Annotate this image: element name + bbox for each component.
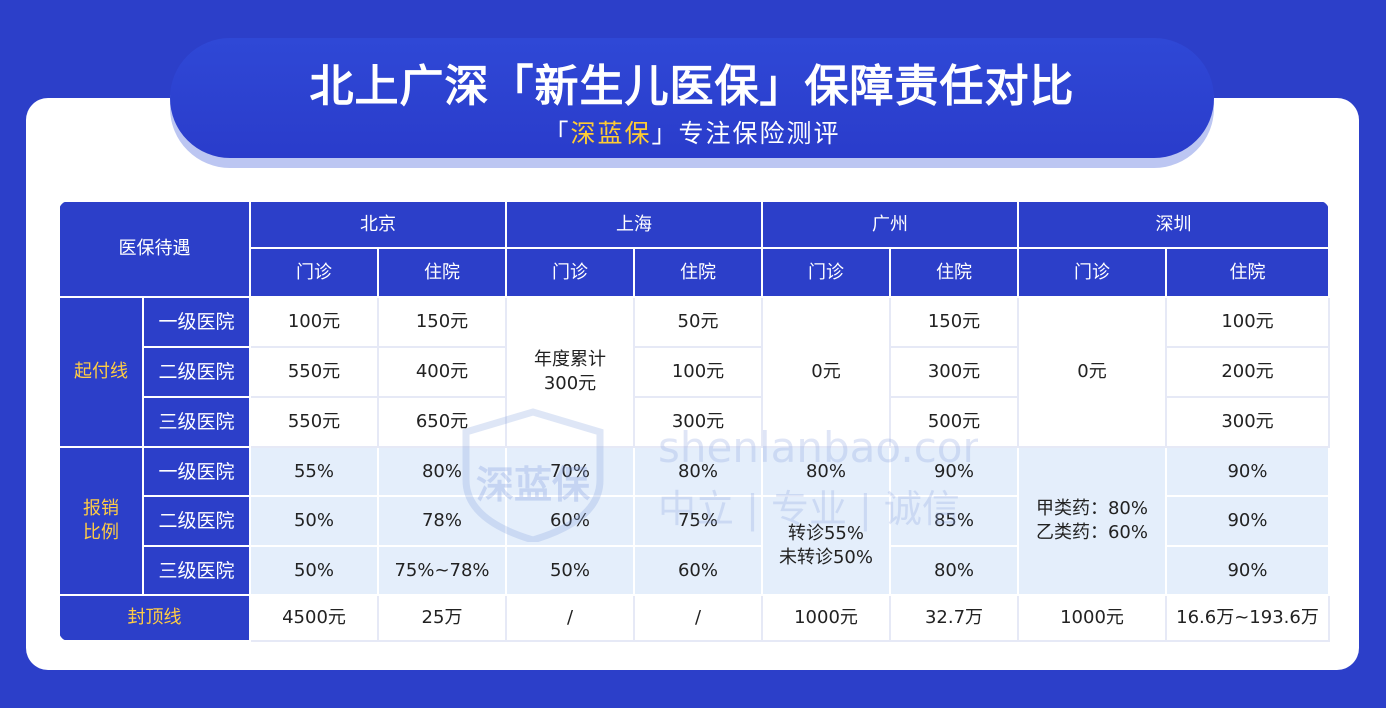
- city-header-row: 医保待遇 北京 上海 广州 深圳: [58, 200, 1330, 298]
- city-header-shenzhen: 深圳: [1017, 200, 1330, 249]
- table-row: 起付线 一级医院 100元 150元 年度累计 300元 50元 0元 150元…: [58, 296, 1330, 448]
- page-subtitle: 「深蓝保」专注保险测评: [170, 114, 1214, 150]
- hospital-level-label: 三级医院: [142, 396, 251, 448]
- subheader-inpatient: 住院: [633, 247, 763, 298]
- table-cell: 500元: [889, 396, 1019, 448]
- subheader-row: 门诊 住院 门诊 住院 门诊 住院 门诊 住院: [59, 247, 1330, 298]
- table-cell: 60%: [633, 545, 763, 596]
- table-row: 二级医院 50% 78% 60% 75% 转诊55% 未转诊50% 85% 90…: [59, 495, 1330, 596]
- table-cell: 80%: [377, 446, 507, 497]
- table-cell: 0元: [1017, 296, 1167, 448]
- subheader-inpatient: 住院: [889, 247, 1019, 298]
- table-cell: 1000元: [1017, 594, 1167, 642]
- table-cell: 78%: [377, 495, 507, 547]
- hospital-level-label: 二级医院: [142, 346, 251, 398]
- comparison-table: 医保待遇 北京 上海 广州 深圳 门诊 住院 门诊 住院 门诊 住院 门诊 住院…: [58, 200, 1330, 642]
- brand-name: 深蓝保: [570, 119, 652, 148]
- table-cell: 50%: [249, 545, 379, 596]
- table-row: 报销 比例 一级医院 55% 80% 70% 80% 80% 90% 甲类药：8…: [58, 446, 1330, 596]
- table-cell: 0元: [761, 296, 891, 448]
- city-header-shanghai: 上海: [505, 200, 763, 249]
- hospital-level-label: 一级医院: [142, 446, 251, 497]
- subheader-outpatient: 门诊: [1017, 247, 1167, 298]
- table-row: 三级医院 550元 650元 300元 500元 300元: [59, 396, 1330, 448]
- page-title: 北上广深「新生儿医保」保障责任对比: [309, 61, 1075, 112]
- table-cell: 年度累计 300元: [505, 296, 635, 448]
- corner-header: 医保待遇: [58, 200, 251, 298]
- cap-row: 封顶线 4500元 25万 / / 1000元 32.7万 1000元 16.6…: [58, 594, 1330, 642]
- table-cell: 90%: [1165, 545, 1330, 596]
- table-cell: 25万: [377, 594, 507, 642]
- table-cell: 转诊55% 未转诊50%: [761, 495, 891, 596]
- table-cell: 100元: [1165, 296, 1330, 348]
- table-cell: 60%: [505, 495, 635, 547]
- city-header-guangzhou: 广州: [761, 200, 1019, 249]
- table-cell: 75%~78%: [377, 545, 507, 596]
- table-cell: 200元: [1165, 346, 1330, 398]
- hospital-level-label: 一级医院: [142, 296, 251, 348]
- table-cell: 300元: [889, 346, 1019, 398]
- table-cell: 1000元: [761, 594, 891, 642]
- subheader-outpatient: 门诊: [249, 247, 379, 298]
- cap-label: 封顶线: [58, 594, 251, 642]
- table-cell: 50%: [249, 495, 379, 547]
- table-cell: 650元: [377, 396, 507, 448]
- table-cell: 16.6万~193.6万: [1165, 594, 1330, 642]
- hospital-level-label: 二级医院: [142, 495, 251, 547]
- subtitle-rest: 」专注保险测评: [651, 119, 841, 148]
- table-cell: 550元: [249, 346, 379, 398]
- table-cell: 甲类药：80% 乙类药：60%: [1017, 446, 1167, 596]
- subtitle-bracket-open: 「: [543, 119, 571, 148]
- table-cell: 90%: [889, 446, 1019, 497]
- table-cell: /: [633, 594, 763, 642]
- table-cell: 150元: [377, 296, 507, 348]
- subheader-inpatient: 住院: [377, 247, 507, 298]
- table-cell: 100元: [633, 346, 763, 398]
- table-cell: 85%: [889, 495, 1019, 547]
- table-cell: 300元: [1165, 396, 1330, 448]
- table-cell: 4500元: [249, 594, 379, 642]
- table-cell: 75%: [633, 495, 763, 547]
- table-cell: 70%: [505, 446, 635, 497]
- subheader-outpatient: 门诊: [505, 247, 635, 298]
- table-cell: 550元: [249, 396, 379, 448]
- table-cell: 150元: [889, 296, 1019, 348]
- table-cell: /: [505, 594, 635, 642]
- table-cell: 55%: [249, 446, 379, 497]
- reimbursement-label: 报销 比例: [58, 446, 144, 596]
- table-cell: 50元: [633, 296, 763, 348]
- table-cell: 80%: [633, 446, 763, 497]
- table-cell: 400元: [377, 346, 507, 398]
- hospital-level-label: 三级医院: [142, 545, 251, 596]
- table-cell: 100元: [249, 296, 379, 348]
- table-row: 二级医院 550元 400元 100元 300元 200元: [59, 346, 1330, 398]
- table-cell: 80%: [761, 446, 891, 497]
- table-cell: 32.7万: [889, 594, 1019, 642]
- table-cell: 50%: [505, 545, 635, 596]
- city-header-beijing: 北京: [249, 200, 507, 249]
- subheader-inpatient: 住院: [1165, 247, 1330, 298]
- deductible-label: 起付线: [58, 296, 144, 448]
- table-cell: 90%: [1165, 446, 1330, 497]
- table-cell: 300元: [633, 396, 763, 448]
- title-banner: 北上广深「新生儿医保」保障责任对比 「深蓝保」专注保险测评: [170, 38, 1214, 158]
- table-cell: 90%: [1165, 495, 1330, 547]
- table-cell: 80%: [889, 545, 1019, 596]
- table-row: 三级医院 50% 75%~78% 50% 60% 80% 90%: [59, 545, 1330, 596]
- subheader-outpatient: 门诊: [761, 247, 891, 298]
